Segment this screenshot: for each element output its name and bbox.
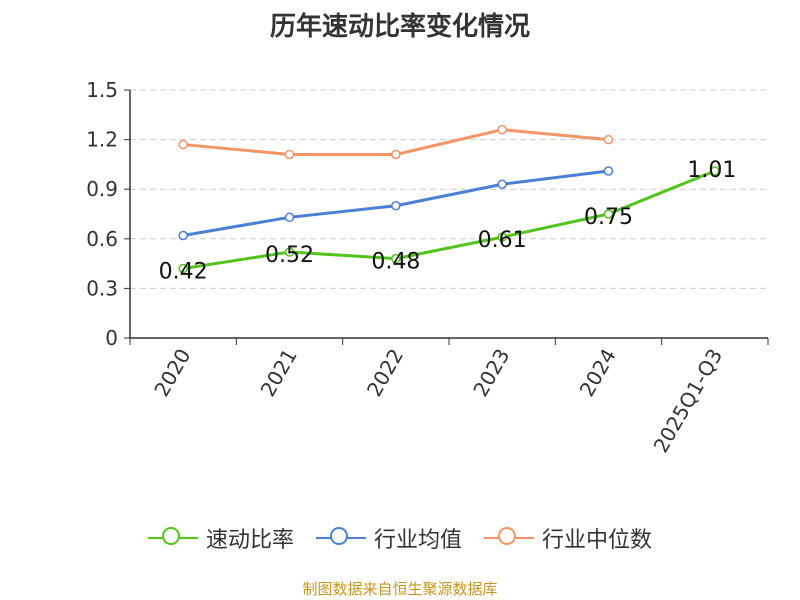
chart-legend: 速动比率 行业均值 行业中位数 [0,522,800,554]
legend-label: 行业均值 [373,528,462,553]
data-point [284,247,295,257]
data-point [603,134,614,145]
data-source-note: 制图数据来自恒生聚源数据库 [302,580,498,598]
x-tick-label: 2020 [149,345,195,401]
legend-item-industry-median[interactable]: 行业中位数 [484,522,652,554]
legend-marker-quick-ratio [147,525,198,551]
y-tick-label: 0.9 [86,177,118,201]
data-point [284,212,295,223]
legend-item-industry-mean[interactable]: 行业均值 [315,522,462,554]
x-tick-label: 2024 [575,345,621,401]
data-point [391,149,401,160]
y-tick-label: 0.3 [86,276,118,300]
x-tick-label: 2021 [256,345,302,401]
x-tick-label: 2022 [362,345,408,401]
legend-marker-industry-median [484,525,534,551]
data-label: 0.52 [265,243,314,268]
data-point [710,166,720,176]
data-point [497,124,507,135]
data-point [391,200,401,211]
series-line [182,169,716,271]
x-tick-label: 2023 [468,344,514,400]
data-point [497,179,507,189]
legend-label: 行业中位数 [542,528,653,553]
data-point [391,253,401,264]
legend-marker-industry-mean [315,525,366,551]
data-point [497,232,507,242]
data-point [178,139,188,150]
data-label: 0.48 [371,250,420,275]
data-point [603,166,614,176]
data-point [178,263,188,274]
data-label: 0.75 [584,205,633,230]
data-point [178,230,188,241]
y-tick-label: 0 [105,326,118,350]
legend-item-quick-ratio[interactable]: 速动比率 [147,522,294,554]
data-label: 0.42 [159,260,208,285]
data-point [284,149,295,160]
chart-title: 历年速动比率变化情况 [269,12,530,42]
data-point [603,209,614,219]
x-tick-label: 2025Q1-Q3 [648,345,727,457]
data-label: 1.01 [687,158,736,183]
y-tick-label: 1.5 [86,78,118,102]
y-tick-label: 1.2 [86,128,118,152]
legend-label: 速动比率 [205,528,294,553]
data-label: 0.61 [478,228,527,253]
y-tick-label: 0.6 [86,227,118,251]
